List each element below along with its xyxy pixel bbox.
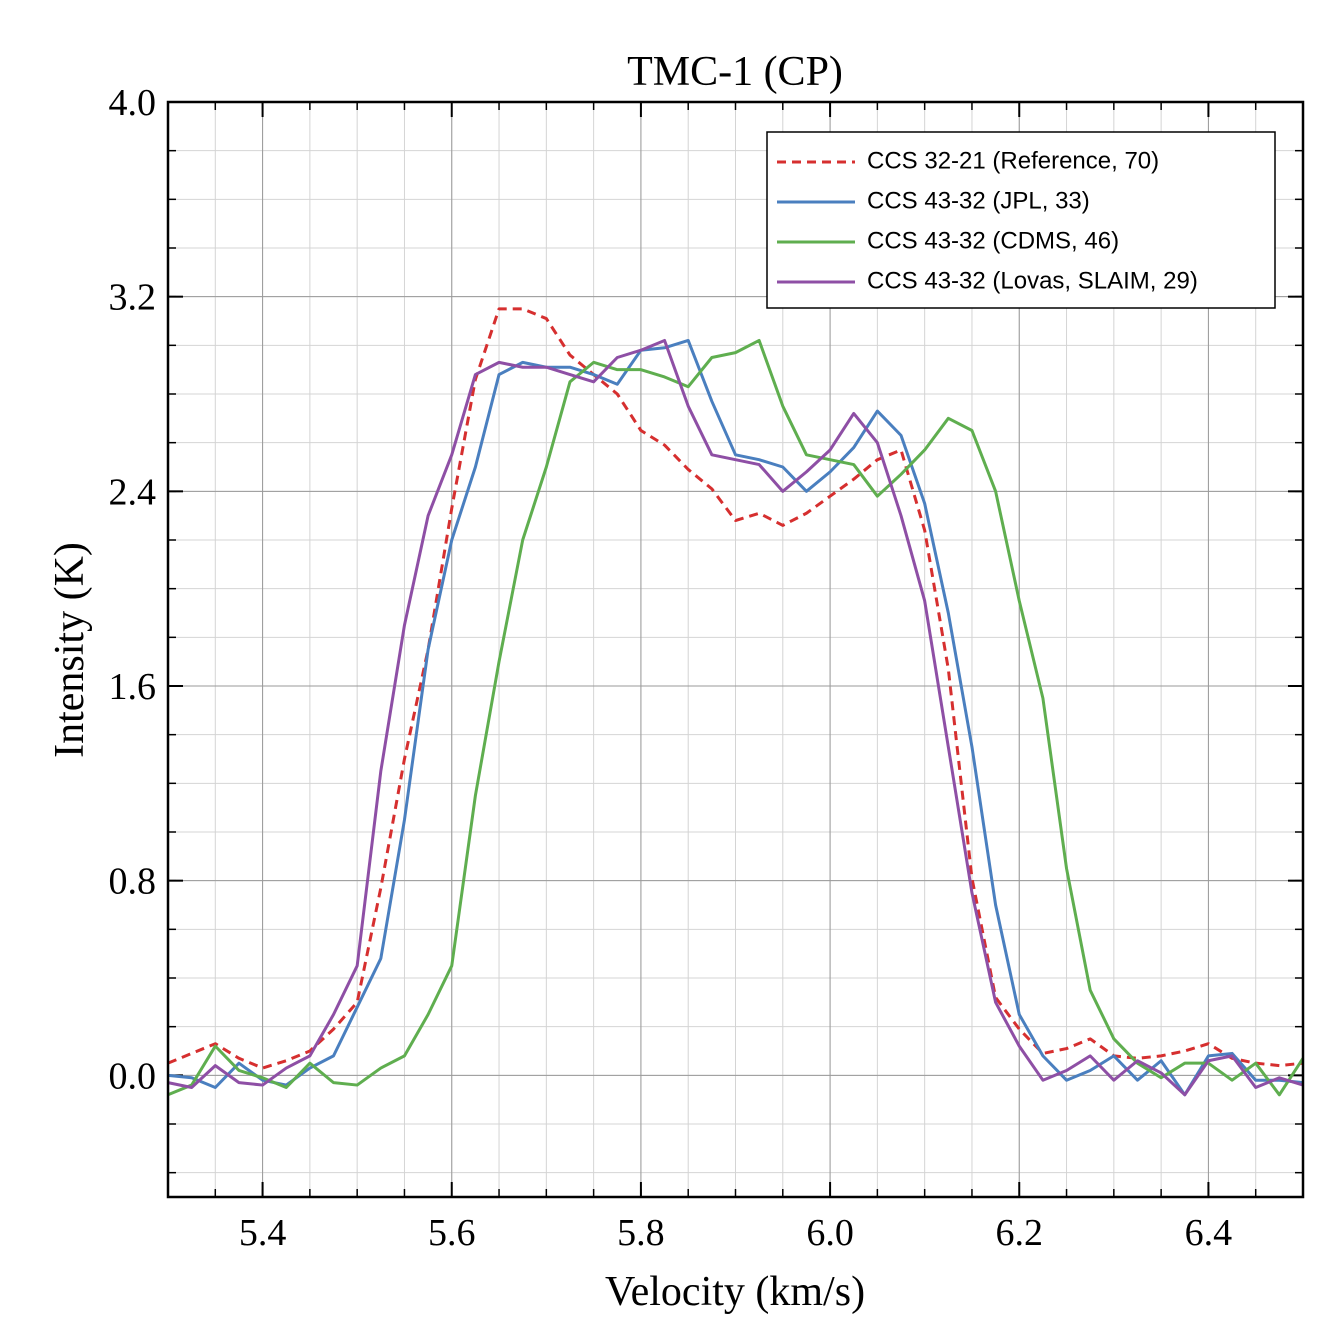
legend: CCS 32-21 (Reference, 70) CCS 43-32 (JPL,… xyxy=(766,131,1276,309)
data-line xyxy=(167,338,1304,1097)
x-tick-label: 5.4 xyxy=(239,1212,287,1254)
plot-frame xyxy=(166,100,1305,1199)
x-axis-label: Velocity (km/s) xyxy=(605,1269,865,1315)
y-tick-label: 0.8 xyxy=(109,861,157,903)
chart-title: TMC-1 (CP) xyxy=(627,49,843,95)
legend-label: CCS 43-32 (Lovas, SLAIM, 29) xyxy=(867,267,1198,294)
x-tick-label: 6.0 xyxy=(806,1212,854,1254)
data-line xyxy=(167,338,1305,1097)
legend-label: CCS 43-32 (CDMS, 46) xyxy=(867,227,1119,254)
legend-label: CCS 43-32 (JPL, 33) xyxy=(867,187,1090,214)
y-axis-label: Intensity (K) xyxy=(47,542,93,758)
legend-box xyxy=(766,131,1276,309)
x-tick-label: 5.8 xyxy=(617,1212,665,1254)
legend-label: CCS 32-21 (Reference, 70) xyxy=(867,147,1159,174)
x-tick-label: 6.2 xyxy=(996,1212,1044,1254)
y-tick-label: 3.2 xyxy=(109,277,157,319)
data-line xyxy=(167,338,1304,1097)
y-tick-label: 0.0 xyxy=(109,1055,157,1097)
y-tick-label: 1.6 xyxy=(109,666,157,708)
y-tick-label: 2.4 xyxy=(109,471,157,513)
x-tick-label: 6.4 xyxy=(1185,1212,1233,1254)
x-tick-label: 5.6 xyxy=(428,1212,476,1254)
y-tick-label: 4.0 xyxy=(109,82,157,124)
